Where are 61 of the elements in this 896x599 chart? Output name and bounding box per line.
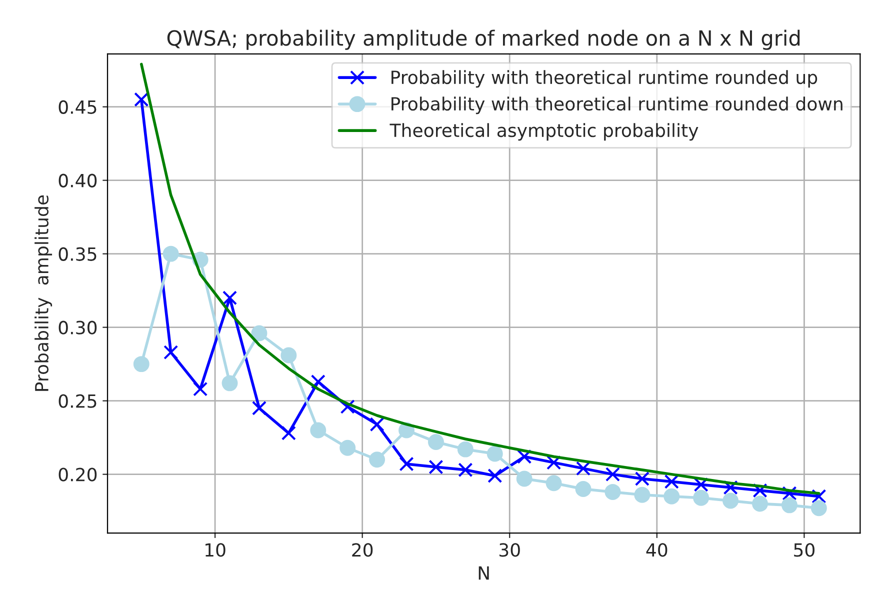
point xyxy=(222,375,238,392)
point xyxy=(486,446,503,462)
point xyxy=(722,492,739,509)
point xyxy=(781,497,798,514)
y-tick-label: 0.35 xyxy=(58,247,96,261)
point xyxy=(634,486,650,503)
x-tick-label: 10 xyxy=(206,543,226,557)
point xyxy=(222,290,238,306)
chart-title: QWSA; probability amplitude of marked node on a N x N grid xyxy=(167,30,800,50)
legend-label: Theoretical asymptotic probability xyxy=(390,123,698,141)
point xyxy=(457,441,474,458)
point xyxy=(399,456,414,472)
point xyxy=(664,488,680,504)
legend-label: Probability with theoretical runtime rounded up xyxy=(392,70,818,88)
y-tick-label: 0.30 xyxy=(58,320,97,334)
point xyxy=(370,417,384,432)
point xyxy=(251,325,268,342)
point xyxy=(782,486,797,501)
point xyxy=(604,484,621,500)
point xyxy=(516,470,532,487)
point xyxy=(428,460,444,474)
point xyxy=(488,468,502,484)
point xyxy=(752,496,768,512)
point xyxy=(812,489,826,504)
x-tick-label: 30 xyxy=(500,543,520,557)
point xyxy=(693,490,710,506)
point xyxy=(162,246,179,262)
point xyxy=(310,422,326,438)
point xyxy=(576,461,591,476)
point xyxy=(134,92,149,107)
point xyxy=(340,440,356,456)
point xyxy=(369,452,386,468)
point xyxy=(546,475,562,492)
point xyxy=(193,382,208,396)
point xyxy=(752,483,768,498)
point xyxy=(546,455,562,470)
point xyxy=(281,426,296,440)
point xyxy=(280,347,297,364)
point xyxy=(575,481,592,497)
y-tick-label: 0.45 xyxy=(58,100,96,114)
point xyxy=(634,471,650,486)
point xyxy=(428,434,444,450)
point xyxy=(340,399,355,414)
point xyxy=(605,467,620,482)
point xyxy=(664,474,679,489)
y-tick-label: 0.40 xyxy=(58,174,97,188)
y-tick-label: 0.25 xyxy=(58,394,96,408)
x-tick-label: 40 xyxy=(646,543,668,557)
legend-label: Probability with theoretical runtime rounded down xyxy=(392,96,842,114)
point xyxy=(133,356,150,372)
point xyxy=(458,462,473,478)
point xyxy=(310,374,326,389)
x-axis-title: N xyxy=(478,566,489,580)
point xyxy=(164,345,178,360)
x-tick-label: 20 xyxy=(352,543,373,557)
point xyxy=(810,500,827,516)
y-tick-label: 0.20 xyxy=(58,468,97,482)
x-tick-label: 50 xyxy=(794,543,814,557)
point xyxy=(252,400,267,416)
y-axis-title: Probability amplitude xyxy=(34,195,52,391)
point xyxy=(517,449,532,464)
